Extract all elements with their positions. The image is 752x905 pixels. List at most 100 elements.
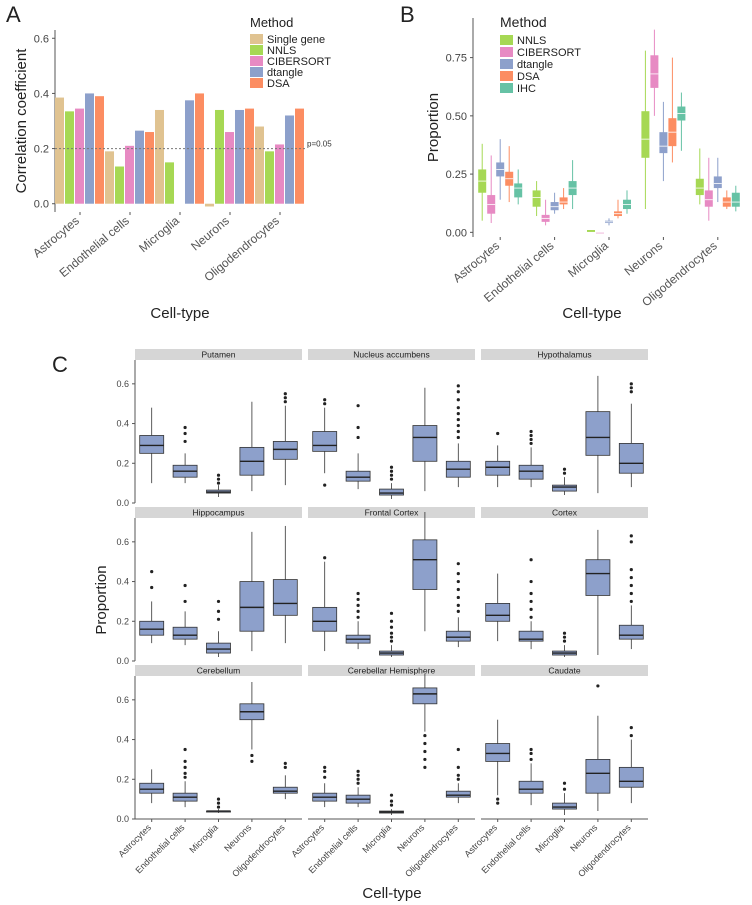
y-tick-label: 0.6 — [116, 537, 129, 547]
outlier-point — [216, 473, 221, 477]
bar-single-gene-microglia — [155, 109, 164, 204]
facet-title: Putamen — [201, 350, 235, 360]
outlier-point — [629, 390, 633, 394]
outlier-point — [456, 765, 460, 769]
outlier-point — [389, 625, 394, 629]
outlier-point — [216, 609, 221, 613]
box-endothelial-cells — [518, 630, 544, 642]
outlier-point — [456, 747, 460, 752]
outlier-point — [629, 386, 633, 390]
box-cibersort-oligodendrocytes — [704, 190, 713, 207]
outlier-point — [456, 579, 460, 584]
box-nnls-microglia — [587, 230, 595, 233]
outlier-point — [529, 579, 533, 584]
box-oligodendrocytes — [272, 441, 298, 460]
outlier-point — [356, 773, 360, 777]
y-tick-label: 0.6 — [116, 695, 129, 705]
facet-title: Hypothalamus — [537, 350, 591, 360]
legend-label: DSA — [517, 71, 540, 83]
bar-cibersort-astrocytes — [75, 108, 84, 204]
outlier-point — [389, 619, 394, 623]
outlier-point — [356, 597, 360, 602]
bar-nnls-endothelial-cells — [115, 166, 124, 204]
facet-title: Hippocampus — [193, 508, 245, 518]
bar-cibersort-oligodendrocytes — [275, 144, 284, 204]
outlier-point — [629, 534, 633, 538]
box-endothelial-cells — [172, 626, 198, 640]
box-microglia — [552, 802, 577, 810]
outlier-point — [562, 787, 567, 791]
box-microglia — [206, 642, 231, 654]
bar-nnls-astrocytes — [65, 111, 74, 204]
outlier-point — [456, 562, 460, 566]
outlier-point — [356, 609, 360, 613]
outlier-point — [356, 769, 360, 773]
facet-strip-caudate — [481, 665, 648, 676]
outlier-point — [283, 396, 287, 400]
y-axis-title: Correlation coefficient — [13, 48, 30, 194]
outlier-point — [389, 635, 394, 639]
box-dtangle-oligodendrocytes — [713, 176, 722, 189]
outlier-point — [183, 775, 187, 779]
legend-label: dtangle — [517, 59, 553, 71]
legend-key-cibersort — [250, 56, 263, 66]
box-nnls-endothelial-cells — [532, 190, 541, 207]
outlier-point — [323, 775, 327, 779]
box-endothelial-cells — [518, 464, 544, 480]
box-endothelial-cells — [345, 470, 371, 482]
legend-title: Method — [250, 15, 293, 30]
outlier-point — [456, 609, 460, 613]
outlier-point — [423, 765, 427, 769]
box-astrocytes — [139, 435, 165, 454]
bar-single-gene-neurons — [205, 203, 214, 207]
x-tick-label: Neurons — [568, 822, 599, 853]
x-tick-label: Microglia — [136, 213, 182, 255]
y-tick-label: 0.6 — [34, 33, 49, 45]
facet-strip-nucleus-accumbens — [308, 349, 475, 360]
outlier-point — [456, 572, 460, 576]
legend-label: DSA — [267, 78, 290, 90]
outlier-point — [216, 477, 221, 481]
outlier-point — [283, 392, 287, 396]
outlier-point — [356, 777, 360, 781]
outlier-point — [216, 797, 221, 801]
y-tick-label: 0.75 — [446, 53, 467, 65]
box-dsa-endothelial-cells — [559, 197, 568, 205]
y-tick-label: 0.4 — [34, 88, 49, 100]
outlier-point — [183, 747, 187, 752]
legend-label: CIBERSORT — [267, 56, 331, 68]
bar-dtangle-microglia — [185, 100, 194, 204]
outlier-point — [323, 765, 327, 769]
y-tick-label: 0.2 — [34, 144, 49, 156]
outlier-point — [283, 400, 287, 404]
outlier-point — [323, 556, 327, 560]
box-astrocytes — [139, 620, 165, 636]
facet-title: Cortex — [552, 508, 578, 518]
y-tick-label: 0.2 — [116, 616, 129, 626]
outlier-point — [529, 429, 533, 434]
y-tick-label: 0.0 — [116, 814, 129, 824]
outlier-point — [423, 757, 427, 762]
legend-key-single-gene — [250, 34, 263, 44]
outlier-point — [456, 417, 460, 422]
bar-dtangle-neurons — [235, 109, 244, 204]
bar-nnls-microglia — [165, 162, 174, 204]
outlier-point — [323, 483, 327, 487]
outlier-point — [629, 599, 633, 604]
outlier-point — [529, 615, 533, 619]
legend-title: Method — [500, 14, 547, 30]
box-dtangle-neurons — [659, 132, 668, 154]
outlier-point — [356, 603, 360, 607]
facet-strip-hypothalamus — [481, 349, 648, 360]
outlier-point — [629, 726, 633, 730]
outlier-point — [456, 384, 460, 388]
outlier-point — [283, 765, 287, 769]
panel-label-a: A — [6, 2, 21, 27]
bar-dtangle-oligodendrocytes — [285, 115, 294, 204]
x-tick-label: Microglia — [565, 238, 611, 280]
outlier-point — [216, 617, 221, 621]
box-cibersort-microglia — [596, 232, 604, 234]
outlier-point — [529, 441, 533, 446]
bar-dsa-endothelial-cells — [145, 132, 154, 204]
